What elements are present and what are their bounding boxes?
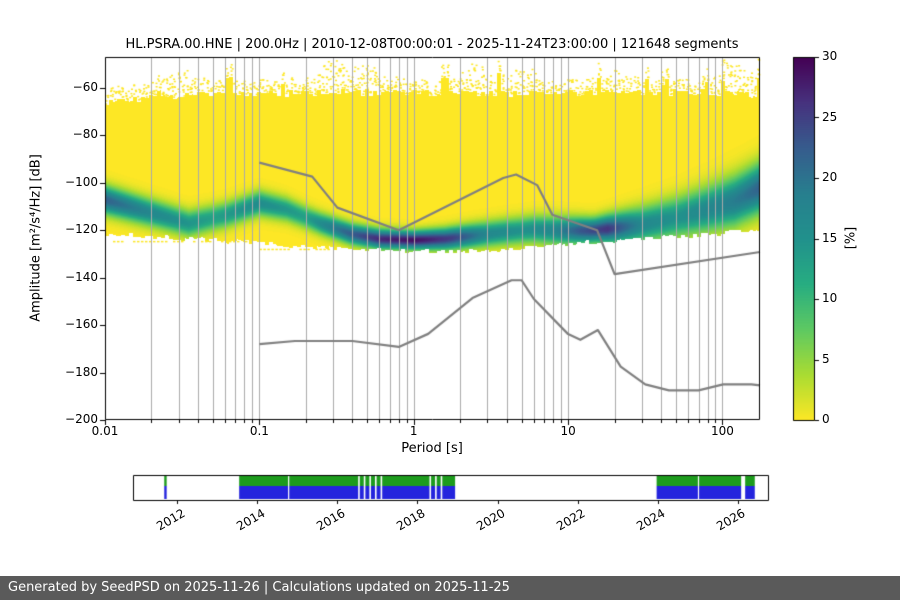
colorbar-tick-label: 15	[822, 230, 838, 245]
colorbar-tick-label: 20	[822, 170, 838, 184]
colorbar-tick-label: 0	[822, 412, 830, 426]
x-tick-label: 1	[409, 424, 418, 438]
y-tick-label: −80	[72, 127, 98, 142]
x-tick-label: 0.1	[249, 424, 269, 438]
colorbar-tick-label: 30	[822, 49, 838, 63]
x-tick-label: 100	[711, 424, 734, 438]
x-tick-label: 10	[560, 424, 576, 438]
x-axis-label: Period [s]	[401, 441, 463, 456]
y-tick-label: −100	[65, 174, 98, 189]
colorbar-tick-label: 25	[822, 109, 838, 124]
chart-title: HL.PSRA.00.HNE | 200.0Hz | 2010-12-08T00…	[125, 37, 739, 52]
colorbar-label: [%]	[843, 226, 859, 250]
y-tick-label: −180	[65, 364, 98, 379]
y-tick-label: −140	[65, 269, 98, 284]
y-tick-label: −160	[65, 317, 98, 332]
y-tick-label: −120	[65, 222, 98, 237]
footer-bar: Generated by SeedPSD on 2025-11-26 | Cal…	[0, 576, 900, 600]
y-tick-label: −60	[72, 79, 98, 94]
colorbar-tick-label: 10	[822, 291, 838, 305]
footer-text: Generated by SeedPSD on 2025-11-26 | Cal…	[8, 580, 510, 595]
colorbar-tick-label: 5	[822, 351, 830, 366]
x-tick-label: 0.01	[91, 424, 119, 438]
y-tick-label: −200	[65, 412, 98, 426]
ppsd-plot-canvas	[0, 0, 900, 560]
y-axis-label: Amplitude [m²/s⁴/Hz] [dB]	[28, 154, 44, 322]
